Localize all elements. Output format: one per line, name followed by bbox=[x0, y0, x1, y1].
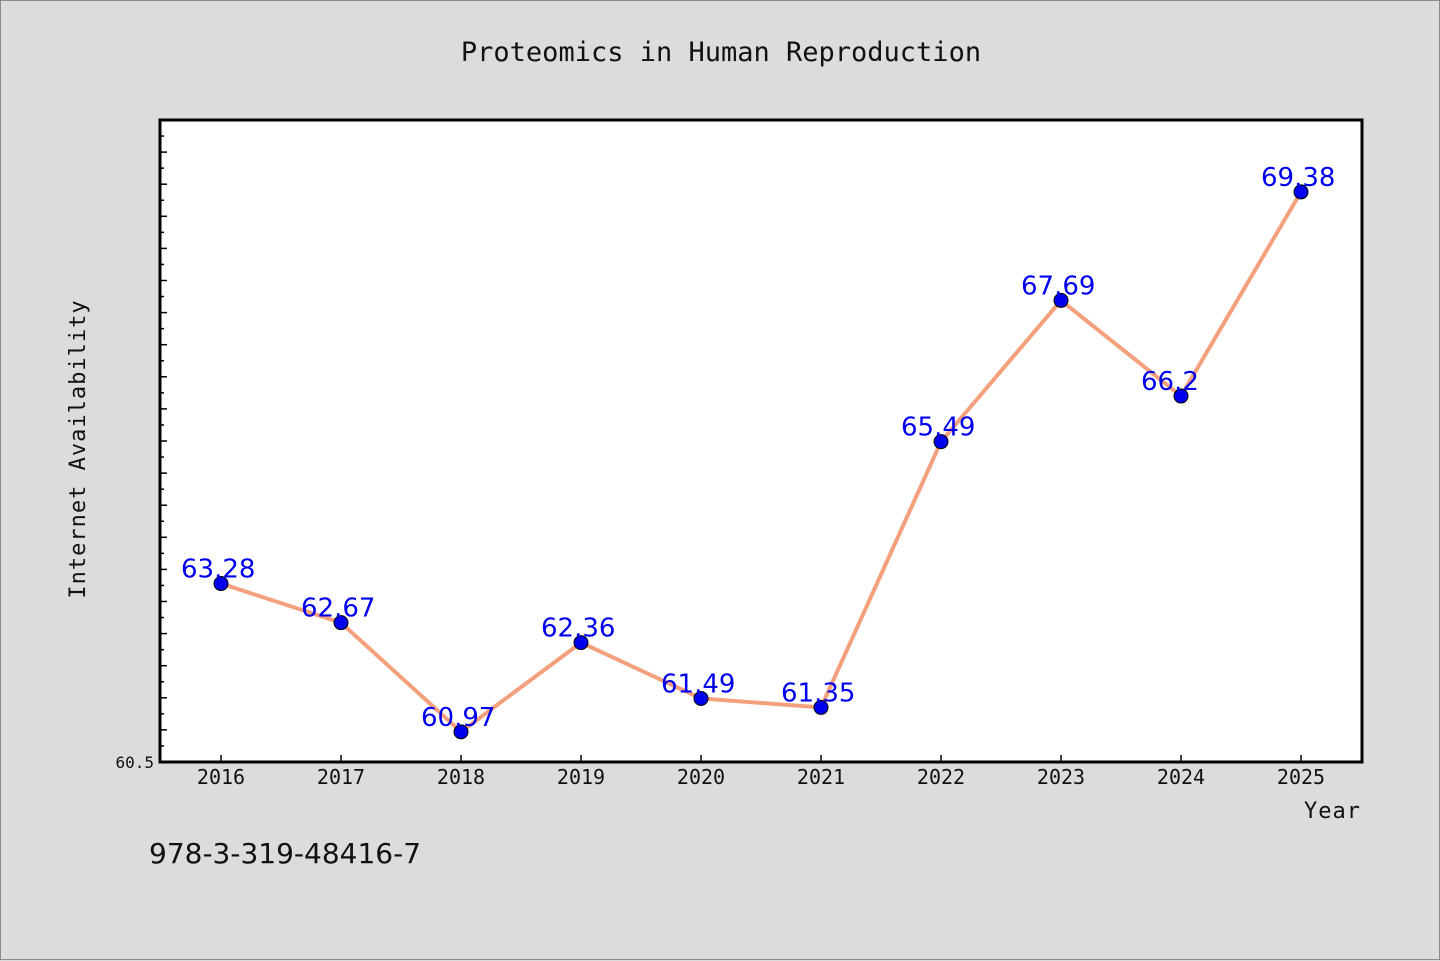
x-tick-label: 2024 bbox=[1157, 765, 1205, 789]
x-tick-label: 2016 bbox=[197, 765, 245, 789]
data-point bbox=[813, 699, 829, 715]
data-label: 61.49 bbox=[661, 669, 735, 699]
y-axis-ticks bbox=[160, 135, 167, 747]
data-point bbox=[1293, 184, 1309, 200]
data-point bbox=[453, 724, 469, 740]
x-tick-label: 2025 bbox=[1277, 765, 1325, 789]
data-point bbox=[573, 635, 589, 651]
y-tick-label: 60.5 bbox=[115, 753, 154, 772]
x-tick-label: 2020 bbox=[677, 765, 725, 789]
y-axis-label: Internet Availability bbox=[66, 299, 91, 598]
data-point bbox=[1053, 292, 1069, 308]
x-tick-label: 2021 bbox=[797, 765, 845, 789]
x-tick-label: 2023 bbox=[1037, 765, 1085, 789]
data-point bbox=[333, 615, 349, 631]
data-label: 66.2 bbox=[1141, 367, 1199, 397]
data-label: 67.69 bbox=[1021, 271, 1095, 301]
data-label: 62.67 bbox=[301, 594, 375, 624]
data-label: 63.28 bbox=[181, 555, 255, 585]
series-layer: 63.28 62.67 60.97 62.36 61.49 61.35 65.49 67.69… bbox=[181, 163, 1335, 740]
data-point bbox=[933, 434, 949, 450]
series-line bbox=[219, 189, 1303, 734]
chart-title: Proteomics in Human Reproduction bbox=[461, 37, 981, 68]
data-label: 69.38 bbox=[1261, 163, 1335, 193]
data-label: 61.35 bbox=[781, 678, 855, 708]
data-point bbox=[1173, 388, 1189, 404]
x-axis-label: Year bbox=[1304, 799, 1361, 824]
data-label: 62.36 bbox=[541, 614, 615, 644]
data-point bbox=[213, 576, 229, 592]
x-tick-label: 2019 bbox=[557, 765, 605, 789]
plot-area bbox=[158, 118, 1364, 764]
x-tick-label: 2022 bbox=[917, 765, 965, 789]
x-tick-label: 2017 bbox=[317, 765, 365, 789]
x-tick-label: 2018 bbox=[437, 765, 485, 789]
data-point bbox=[693, 690, 709, 706]
data-label: 60.97 bbox=[421, 703, 495, 733]
x-axis-ticks: 2016 2017 2018 2019 2020 2021 2022 2023 2024 2025 bbox=[197, 755, 1325, 789]
isbn-footer: 978-3-319-48416-7 bbox=[149, 837, 421, 870]
data-label: 65.49 bbox=[901, 413, 975, 443]
